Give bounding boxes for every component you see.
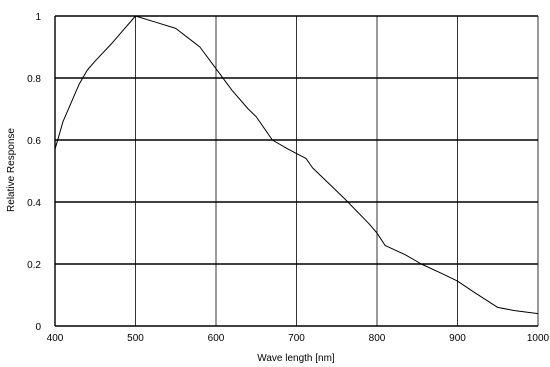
y-tick-label: 0 — [35, 322, 41, 333]
y-tick-label: 0.4 — [27, 198, 41, 209]
x-tick-label: 800 — [369, 333, 386, 344]
series — [54, 15, 539, 315]
x-axis-title: Wave length [nm] — [257, 353, 335, 364]
x-tick-labels: 400 500 600 700 800 900 1000 — [47, 333, 550, 344]
x-tick-label: 700 — [288, 333, 305, 344]
axes — [54, 16, 538, 327]
x-tick-label: 400 — [47, 333, 64, 344]
y-tick-label: 0.2 — [27, 260, 41, 271]
x-tick-label: 900 — [449, 333, 466, 344]
series-line — [54, 15, 539, 315]
x-tick-label: 1000 — [527, 333, 550, 344]
y-tick-label: 0.6 — [27, 136, 41, 147]
y-tick-label: 1 — [35, 12, 41, 23]
y-tick-labels: 0 0.2 0.4 0.6 0.8 1 — [27, 12, 41, 333]
x-tick-label: 600 — [208, 333, 225, 344]
y-axis-title: Relative Response — [6, 128, 17, 212]
y-tick-label: 0.8 — [27, 74, 41, 85]
grid — [55, 15, 539, 326]
x-tick-label: 500 — [127, 333, 144, 344]
